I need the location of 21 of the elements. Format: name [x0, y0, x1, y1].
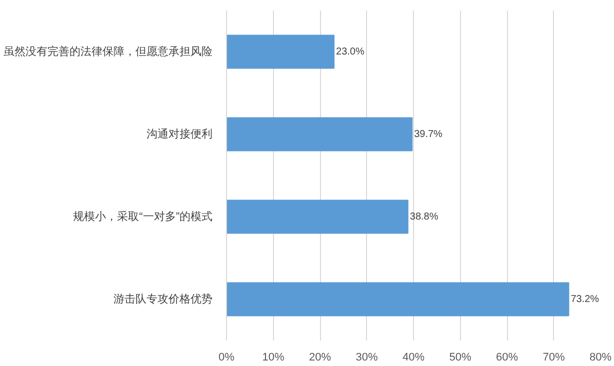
x-tick-label: 20% — [308, 352, 332, 364]
y-tick-label: 游击队专攻价格优势 — [114, 292, 212, 306]
y-tick-label: 沟通对接便利 — [146, 127, 212, 140]
y-tick-label: 规模小，采取“一对多”的模式 — [73, 210, 212, 223]
data-label: 73.2% — [570, 294, 600, 305]
y-tick-label: 虽然没有完善的法律保障，但愿意承担风险 — [4, 44, 212, 58]
x-tick-label: 70% — [542, 352, 565, 364]
data-label: 23.0% — [336, 46, 364, 58]
data-label: 39.7% — [414, 128, 443, 140]
x-tick-label: 40% — [402, 352, 425, 364]
bar — [226, 282, 570, 316]
x-tick-label: 10% — [262, 352, 284, 364]
x-tick-label: 60% — [496, 352, 518, 364]
bar — [226, 34, 335, 69]
data-label: 38.8% — [410, 211, 438, 222]
x-tick-label: 80% — [589, 352, 612, 364]
x-tick-label: 0% — [218, 352, 235, 364]
x-tick-label: 50% — [449, 352, 472, 364]
x-tick-label: 30% — [356, 352, 378, 364]
bar — [226, 117, 413, 152]
bar — [226, 200, 408, 234]
